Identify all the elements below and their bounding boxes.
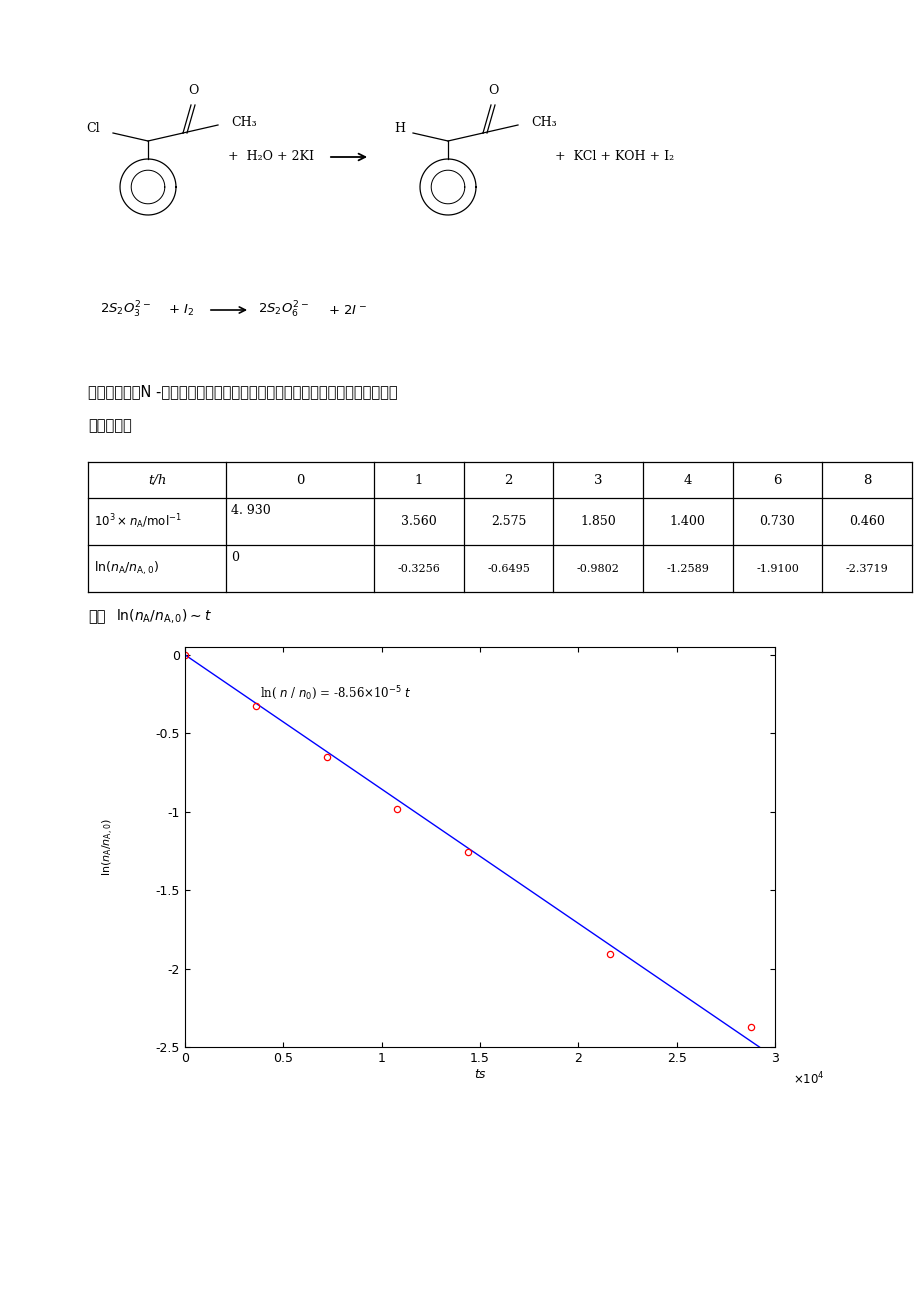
Text: 4: 4	[683, 474, 691, 487]
Text: -1.9100: -1.9100	[755, 564, 798, 574]
Text: O: O	[487, 85, 498, 98]
X-axis label: ts: ts	[474, 1068, 485, 1081]
Text: 2: 2	[504, 474, 512, 487]
Text: CH₃: CH₃	[231, 116, 256, 129]
Text: 2.575: 2.575	[490, 516, 526, 529]
Text: -2.3719: -2.3719	[845, 564, 888, 574]
Text: 0.730: 0.730	[759, 516, 795, 529]
Text: $\ln(n_{\rm A}/n_{{\rm A},0}) \sim t$: $\ln(n_{\rm A}/n_{{\rm A},0}) \sim t$	[116, 607, 211, 625]
Text: 1: 1	[414, 474, 423, 487]
Text: $\ln(n_{\rm A}/n_{{\rm A},0})$: $\ln(n_{\rm A}/n_{{\rm A},0})$	[101, 818, 116, 876]
Text: $\ln(n_{\rm A}/n_{{\rm A},0})$: $\ln(n_{\rm A}/n_{{\rm A},0})$	[94, 560, 159, 577]
Text: 根据反应式，N -氯代乙酰苯胺的物质的量应为所消耗硫代硫酸钠的物质的量的: 根据反应式，N -氯代乙酰苯胺的物质的量应为所消耗硫代硫酸钠的物质的量的	[88, 384, 397, 400]
Text: 0: 0	[231, 551, 239, 564]
Text: 4. 930: 4. 930	[231, 504, 270, 517]
Text: -0.3256: -0.3256	[397, 564, 440, 574]
Text: 3: 3	[594, 474, 602, 487]
Text: $2S_2O_3^{2-}$: $2S_2O_3^{2-}$	[100, 299, 151, 320]
Text: $+\ I_2$: $+\ I_2$	[168, 302, 194, 318]
Text: -0.9802: -0.9802	[576, 564, 618, 574]
Text: +  H₂O + 2KI: + H₂O + 2KI	[228, 151, 313, 164]
Text: ln( $n$ / $n_0$) = -8.56×10$^{-5}$ $t$: ln( $n$ / $n_0$) = -8.56×10$^{-5}$ $t$	[259, 684, 411, 702]
Text: CH₃: CH₃	[530, 116, 556, 129]
Text: H: H	[394, 122, 405, 135]
Text: -1.2589: -1.2589	[665, 564, 709, 574]
Text: 0: 0	[296, 474, 304, 487]
Text: 6: 6	[772, 474, 781, 487]
Text: $+\ 2I^-$: $+\ 2I^-$	[328, 303, 367, 316]
Text: $\times 10^4$: $\times 10^4$	[792, 1072, 823, 1087]
Text: O: O	[187, 85, 198, 98]
Text: 作图: 作图	[88, 609, 106, 625]
Text: 3.560: 3.560	[401, 516, 437, 529]
Text: $2S_2O_6^{2-}$: $2S_2O_6^{2-}$	[257, 299, 309, 320]
Text: $10^3 \times n_{\rm A}$/mol$^{-1}$: $10^3 \times n_{\rm A}$/mol$^{-1}$	[94, 513, 182, 531]
Text: 1.850: 1.850	[580, 516, 616, 529]
Text: 二分之一，: 二分之一，	[88, 418, 131, 434]
Text: t/h: t/h	[148, 474, 166, 487]
Text: -0.6495: -0.6495	[486, 564, 529, 574]
Text: 1.400: 1.400	[669, 516, 705, 529]
Text: 0.460: 0.460	[848, 516, 884, 529]
Text: +  KCl + KOH + I₂: + KCl + KOH + I₂	[554, 151, 674, 164]
Text: 8: 8	[862, 474, 870, 487]
Text: Cl: Cl	[86, 122, 99, 135]
